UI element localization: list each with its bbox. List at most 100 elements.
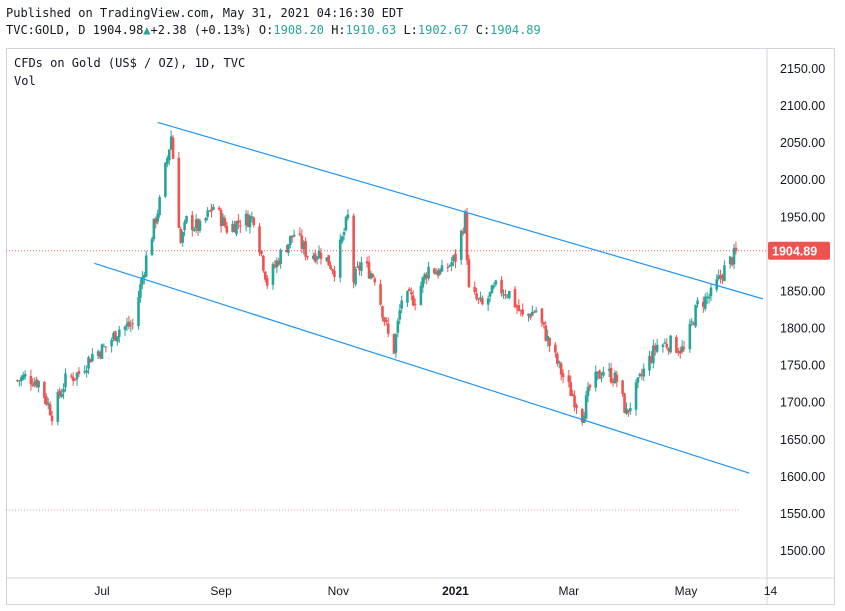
candle-body [60,393,63,397]
candle-body [177,157,181,228]
candle-body [529,314,532,318]
candle-body [152,218,156,240]
candle-body [167,149,171,161]
candle-body [492,285,496,288]
candle-body [112,332,115,340]
candle-body [62,388,65,393]
candle-body [490,285,494,294]
candle-body [329,265,332,270]
candle-body [340,236,344,242]
chart-frame[interactable] [6,48,835,605]
candle-body [627,409,630,413]
candle-body [114,331,117,341]
candle-body [260,250,263,255]
candle-body [317,250,321,259]
candle-body [540,308,544,323]
candle-body [171,137,175,159]
candle-body [517,305,521,311]
candle-body [20,377,23,381]
candle-body [544,325,548,341]
candle-body [661,344,665,348]
candle-body [588,385,592,388]
candle-body [709,287,713,297]
candle-body [141,277,144,285]
last-price-tag[interactable] [768,241,830,260]
candle-body [531,311,534,316]
candle-body [279,249,282,264]
candle-body [515,306,519,308]
candle-body [650,356,653,362]
candle-body [142,274,146,278]
candle-body [367,262,371,279]
candle-body [557,361,561,364]
candle-body [194,219,198,229]
candle-body [166,158,169,164]
candle-body [302,242,306,250]
candle-body [461,231,465,234]
candle-body [275,260,279,268]
candle-body [262,255,265,271]
candle-body [486,298,490,305]
candle-body [446,266,450,268]
candle-body [158,197,161,216]
open-value: 1908.20 [273,23,324,37]
candle-body [48,404,52,416]
candle-body [210,208,213,212]
candle-body [371,274,375,278]
candle-body [104,346,108,348]
candle-body [406,291,409,303]
candle-body [655,344,659,352]
symbol-label: TVC:GOLD, D [6,23,86,37]
candle-body [383,317,386,322]
high-label: H: [331,23,346,37]
candle-body [360,262,363,271]
candle-body [248,216,252,228]
candle-body [331,269,334,271]
candle-body [139,284,142,298]
chart-legend-title[interactable]: CFDs on Gold (US$ / OZ), 1D, TVC [14,56,246,70]
candle-body [258,226,261,253]
candle-body [185,216,188,223]
candle-body [648,355,651,371]
candle-body [642,368,646,377]
channel-lower-line[interactable] [94,262,750,474]
candle-body [392,333,396,354]
candle-body [473,287,476,293]
y-tick-label: 1700.00 [780,396,825,410]
candle-body [102,346,106,348]
candle-body [459,230,463,260]
candle-body [680,346,684,353]
candle-body [609,367,613,383]
candle-body [58,390,62,396]
candle-body [156,213,160,222]
candle-body [164,162,167,197]
candle-body [137,297,140,326]
candle-body [721,275,724,280]
candle-body [386,323,390,334]
candle-body [325,257,329,262]
candle-body [573,395,576,408]
candle-body [423,273,427,280]
candle-body [31,384,35,386]
candle-body [219,210,223,227]
channel-upper-line[interactable] [157,121,764,300]
candle-body [365,261,369,264]
volume-legend[interactable]: Vol [14,74,36,88]
candle-body [64,373,67,388]
candle-body [306,256,309,258]
candle-body [667,348,671,352]
candle-body [298,233,302,235]
candle-body [611,381,615,384]
candle-body [665,343,669,348]
change-arrow-icon: ▲ [143,23,151,37]
candle-body [56,392,60,422]
candle-body [154,218,158,224]
candle-body [327,255,330,266]
candle-body [409,292,413,295]
candle-body [16,380,19,382]
candle-body [467,259,471,288]
candle-body [277,260,281,265]
candle-body [223,218,227,226]
candle-body [411,295,415,306]
